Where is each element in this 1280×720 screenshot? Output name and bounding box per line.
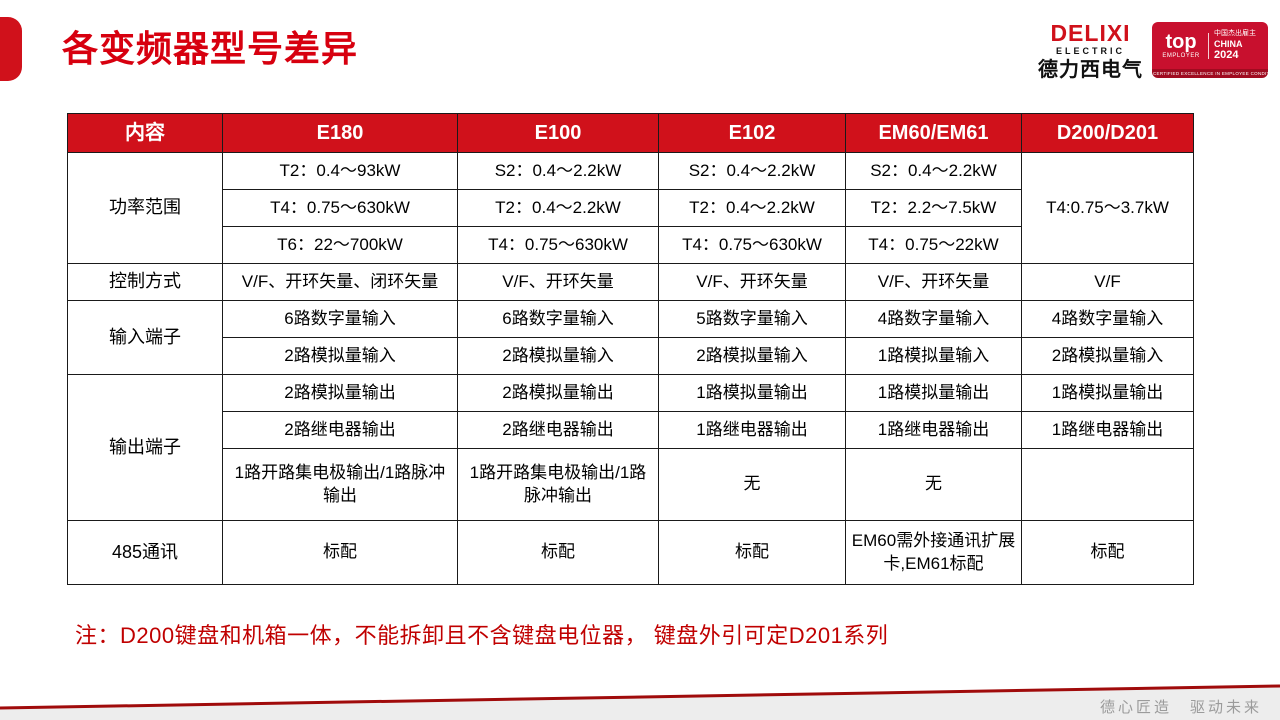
brand-chinese-name: 德力西电气: [1038, 59, 1143, 81]
table-row: 控制方式 V/F、开环矢量、闭环矢量 V/F、开环矢量 V/F、开环矢量 V/F、开环矢…: [67, 263, 1194, 301]
table-row: 2路模拟量输入 2路模拟量输入 2路模拟量输入 1路模拟量输入 2路模拟量输入: [68, 337, 1194, 375]
table-cell: 1路继电器输出: [845, 411, 1022, 449]
badge-country: CHINA: [1214, 38, 1243, 49]
table-cell: 1路模拟量输出: [845, 374, 1022, 412]
column-header: EM60/EM61: [845, 113, 1022, 153]
badge-year: 2024: [1214, 48, 1239, 61]
table-cell: 标配: [1021, 520, 1194, 585]
table-cell: S2：0.4～2.2kW: [658, 152, 846, 190]
table-cell: [1021, 448, 1194, 521]
table-cell: EM60需外接通讯扩展卡,EM61标配: [845, 520, 1022, 585]
table-cell: T4：0.75～630kW: [457, 226, 659, 264]
brand-wordmark: DELIXI: [1050, 20, 1131, 46]
top-employer-word-employer: EMPLOYER: [1162, 53, 1200, 59]
table-cell: 5路数字量输入: [658, 300, 846, 338]
table-cell: 2路继电器输出: [457, 411, 659, 449]
table-cell: 1路开路集电极输出/1路脉冲输出: [457, 448, 659, 521]
table-cell: T4:0.75～3.7kW: [1021, 152, 1194, 264]
table-cell: T2：0.4～2.2kW: [457, 189, 659, 227]
table-cell: 4路数字量输入: [845, 300, 1022, 338]
table-cell: 标配: [658, 520, 846, 585]
table-cell: 1路继电器输出: [1021, 411, 1194, 449]
table-cell: V/F、开环矢量: [457, 263, 659, 301]
column-header: E102: [658, 113, 846, 153]
table-cell: 标配: [457, 520, 659, 585]
column-header: 内容: [67, 113, 223, 153]
table-cell: 1路模拟量输入: [845, 337, 1022, 375]
table-cell: 1路模拟量输出: [1021, 374, 1194, 412]
table-cell: 2路模拟量输入: [1021, 337, 1194, 375]
table-row: 1路开路集电极输出/1路脉冲输出 1路开路集电极输出/1路脉冲输出无无: [68, 448, 1194, 521]
table-cell: 2路模拟量输入: [658, 337, 846, 375]
table-cell: 2路模拟量输出: [222, 374, 458, 412]
comparison-table: 内容 E180 E100 E102 EM60/EM61 D200/D201 功率范围 T2：…: [67, 113, 1194, 585]
table-cell: 2路模拟量输入: [457, 337, 659, 375]
badge-certification-strip: CERTIFIED EXCELLENCE IN EMPLOYEE CONDITI…: [1152, 69, 1268, 78]
table-cell: 无: [845, 448, 1022, 521]
table-row: 功率范围 T2：0.4～93kW S2：0.4～2.2kW S2：0.4～2.2kW S…: [67, 152, 1194, 264]
column-header: D200/D201: [1021, 113, 1194, 153]
table-cell: S2：0.4～2.2kW: [457, 152, 659, 190]
column-header: E180: [222, 113, 458, 153]
table-cell: V/F: [1021, 263, 1194, 301]
row-header-cell: 功率范围: [67, 152, 223, 264]
title-accent-bar: [0, 17, 22, 81]
table-cell: 无: [658, 448, 846, 521]
delixi-logo: DELIXI ELECTRIC 德力西电气: [1038, 20, 1143, 81]
row-header-cell: 输出端子: [67, 374, 223, 521]
row-header-cell: 485通讯: [67, 520, 223, 585]
table-row: 输出端子 2路模拟量输出 2路模拟量输出 1路模拟量输出 1路模拟量输出 1路模拟量输出: [67, 374, 1194, 521]
row-header-cell: 控制方式: [67, 263, 223, 301]
table-cell: T2：2.2～7.5kW: [845, 189, 1022, 227]
table-cell: T6：22～700kW: [222, 226, 458, 264]
top-employer-badge: top EMPLOYER 中国杰出雇主 CHINA 2024 CERTIFIED…: [1152, 22, 1268, 78]
top-employer-region: 中国杰出雇主 CHINA 2024: [1209, 30, 1262, 61]
table-cell: T4：0.75～630kW: [222, 189, 458, 227]
table-cell: 2路继电器输出: [222, 411, 458, 449]
table-cell: 2路模拟量输出: [457, 374, 659, 412]
table-header-row: 内容 E180 E100 E102 EM60/EM61 D200/D201: [67, 113, 1194, 153]
table-row: 485通讯 标配 标配 标配 EM60需外接通讯扩展卡,EM61标配 标配: [67, 520, 1194, 585]
table-row: 2路继电器输出 2路继电器输出 1路继电器输出 1路继电器输出 1路继电器输出: [68, 411, 1194, 449]
table-cell: V/F、开环矢量: [658, 263, 846, 301]
column-header: E100: [457, 113, 659, 153]
page-title: 各变频器型号差异: [62, 28, 359, 69]
top-employer-badge-main: top EMPLOYER 中国杰出雇主 CHINA 2024: [1152, 22, 1268, 69]
table-row: 输入端子 6路数字量输入 6路数字量输入 5路数字量输入 4路数字量输入 4路数字量输入: [67, 300, 1194, 375]
badge-region-cn: 中国杰出雇主: [1214, 30, 1256, 38]
table-body: 功率范围 T2：0.4～93kW S2：0.4～2.2kW S2：0.4～2.2kW S…: [67, 152, 1194, 585]
table-cell: 标配: [222, 520, 458, 585]
table-cell: T2：0.4～2.2kW: [658, 189, 846, 227]
table-cell: 1路模拟量输出: [658, 374, 846, 412]
row-header-cell: 输入端子: [67, 300, 223, 375]
table-cell: 1路继电器输出: [658, 411, 846, 449]
top-employer-word-top: top: [1165, 31, 1197, 53]
table-cell: V/F、开环矢量: [845, 263, 1022, 301]
table-cell: S2：0.4～2.2kW: [845, 152, 1022, 190]
brand-subtitle: ELECTRIC: [1056, 46, 1125, 56]
footnote: 注：D200键盘和机箱一体，不能拆卸且不含键盘电位器， 键盘外引可定D201系列: [75, 623, 889, 648]
top-employer-logo: top EMPLOYER: [1158, 31, 1209, 59]
table-cell: T4：0.75～630kW: [658, 226, 846, 264]
footer-slogan: 德心匠造 驱动未来: [1099, 699, 1262, 716]
table-cell: T2：0.4～93kW: [222, 152, 458, 190]
table-cell: V/F、开环矢量、闭环矢量: [222, 263, 458, 301]
table-cell: 2路模拟量输入: [222, 337, 458, 375]
table-cell: 4路数字量输入: [1021, 300, 1194, 338]
table-cell: 1路开路集电极输出/1路脉冲输出: [222, 448, 458, 521]
table-cell: 6路数字量输入: [457, 300, 659, 338]
table-cell: T4：0.75～22kW: [845, 226, 1022, 264]
table-cell: 6路数字量输入: [222, 300, 458, 338]
footer-swoosh: [0, 684, 1280, 720]
